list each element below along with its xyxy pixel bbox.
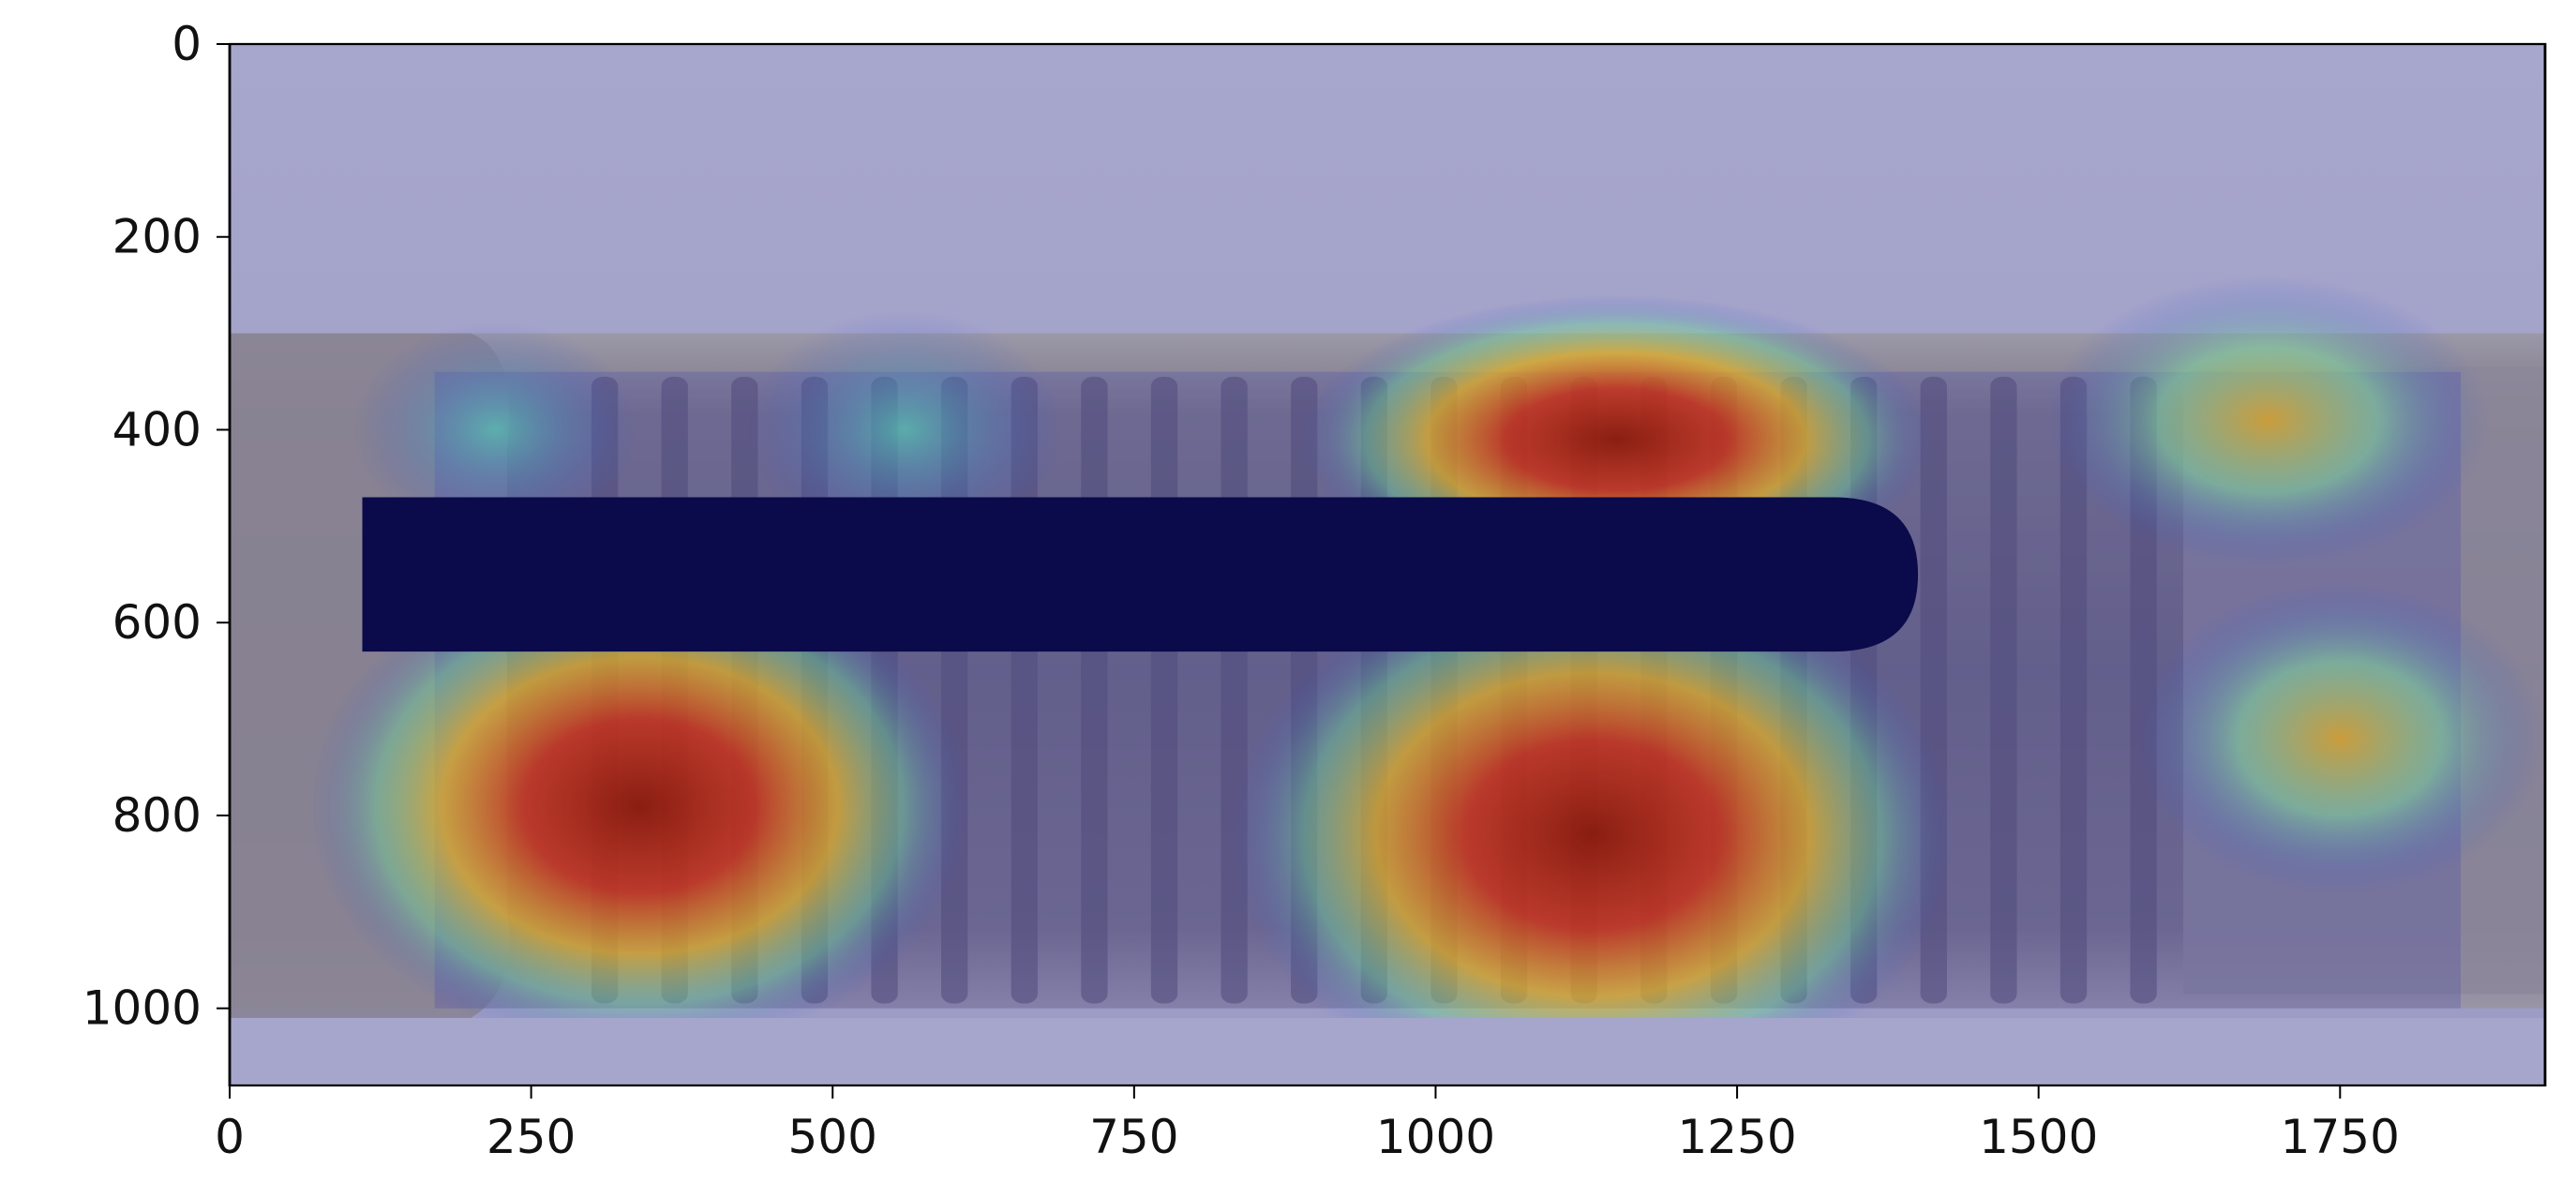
thread-ridge xyxy=(1990,376,2017,1004)
x-tick-label: 1000 xyxy=(1376,1110,1495,1164)
thread-ridge xyxy=(2059,376,2088,1004)
plot-area xyxy=(228,42,2547,1087)
heatmap-hotspot xyxy=(2046,275,2489,565)
axes-frame xyxy=(228,42,2547,1087)
pipe-slot xyxy=(362,497,1919,652)
heatmap-hotspot xyxy=(2134,584,2545,893)
x-tick-label: 500 xyxy=(788,1110,877,1164)
heatmap-hotspot xyxy=(308,559,970,1054)
heatmap-hotspot xyxy=(746,309,1063,550)
x-tick-label: 750 xyxy=(1089,1110,1178,1164)
heatmap-overlay xyxy=(308,275,2545,1085)
x-axis: 0 250 500 750 1000 1250 1500 1750 xyxy=(215,1085,2400,1164)
x-tick-label: 1750 xyxy=(2281,1110,2400,1164)
y-tick-label: 200 xyxy=(112,210,202,264)
y-tick-label: 1000 xyxy=(82,981,202,1036)
heatmap-hotspot xyxy=(352,322,637,538)
x-tick-label: 1250 xyxy=(1677,1110,1796,1164)
y-tick-label: 800 xyxy=(112,788,202,843)
x-tick-label: 250 xyxy=(487,1110,576,1164)
y-tick-label: 400 xyxy=(112,402,202,456)
bottom-floor xyxy=(230,1017,2545,1085)
y-axis: 0 200 400 600 800 1000 xyxy=(82,17,230,1036)
y-tick-label: 600 xyxy=(112,595,202,650)
heatmap-hotspot xyxy=(1230,564,1954,1085)
x-tick-label: 0 xyxy=(215,1110,245,1164)
y-tick-label: 0 xyxy=(172,17,202,71)
x-tick-label: 1500 xyxy=(1979,1110,2098,1164)
